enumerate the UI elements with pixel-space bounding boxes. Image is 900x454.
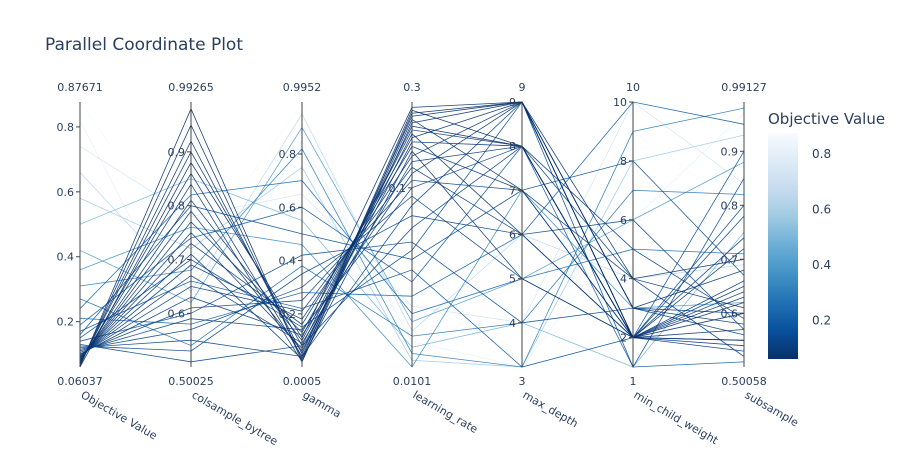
colorbar-tick-label: 0.6 xyxy=(812,203,831,217)
axis-tick-label: 6 xyxy=(620,214,627,227)
colorbar-tick-label: 0.8 xyxy=(812,147,831,161)
colorbar: Objective Value 0.2 0.4 0.6 0.8 xyxy=(768,110,885,359)
axis-title: min_child_weight xyxy=(632,388,721,447)
axis-objective-value[interactable]: 0.87671 0.06037 0.2 0.4 0.6 0.8 Objective Valu… xyxy=(57,81,160,443)
axis-tick-label: 8 xyxy=(620,155,627,168)
axis-colsample-bytree[interactable]: 0.99265 0.50025 0.6 0.7 0.8 0.9 colsample_bytr… xyxy=(168,81,281,448)
axis-tick-label: 0.7 xyxy=(168,253,186,266)
axes: 0.87671 0.06037 0.2 0.4 0.6 0.8 Objective Valu… xyxy=(57,81,801,448)
axis-tick-label: 6 xyxy=(509,229,516,242)
axis-min-label: 0.0005 xyxy=(283,375,322,388)
axis-title: max_depth xyxy=(521,388,581,430)
axis-min-label: 0.50025 xyxy=(168,375,214,388)
axis-tick-label: 0.2 xyxy=(57,316,75,329)
axis-max-label: 0.87671 xyxy=(57,81,103,94)
axis-title: gamma xyxy=(301,388,344,420)
axis-tick-label: 0.4 xyxy=(279,255,297,268)
axis-tick-label: 4 xyxy=(620,273,627,286)
axis-min-label: 1 xyxy=(630,375,637,388)
axis-tick-label: 0.9 xyxy=(721,145,739,158)
colorbar-tick-label: 0.4 xyxy=(812,258,831,272)
axis-max-label: 0.9952 xyxy=(283,81,322,94)
axis-tick-label: 0.8 xyxy=(279,148,297,161)
axis-title: Objective Value xyxy=(79,388,160,442)
axis-min-label: 0.06037 xyxy=(57,375,103,388)
axis-max-label: 10 xyxy=(626,81,640,94)
axis-tick-label: 0.6 xyxy=(721,307,739,320)
axis-min-label: 3 xyxy=(519,375,526,388)
axis-tick-label: 0.8 xyxy=(168,200,186,213)
axis-tick-label: 0.6 xyxy=(279,201,297,214)
chart-title: Parallel Coordinate Plot xyxy=(45,35,243,55)
axis-max-label: 0.99265 xyxy=(168,81,214,94)
axis-tick-label: 8 xyxy=(509,140,516,153)
axis-tick-label: 0.6 xyxy=(57,186,75,199)
axis-title: subsample xyxy=(743,388,801,429)
axis-tick-label: 0.4 xyxy=(57,251,75,264)
axis-tick-label: 0.2 xyxy=(279,308,297,321)
axis-tick-label: 9 xyxy=(509,96,516,109)
colorbar-tick-label: 0.2 xyxy=(812,313,831,327)
axis-title: colsample_bytree xyxy=(190,388,281,448)
colorbar-title: Objective Value xyxy=(768,110,885,128)
axis-min-label: 0.50058 xyxy=(721,375,767,388)
axis-tick-label: 0.1 xyxy=(389,182,407,195)
axis-tick-label: 0.6 xyxy=(168,307,186,320)
axis-max-label: 9 xyxy=(519,81,526,94)
axis-min-label: 0.0101 xyxy=(393,375,432,388)
axis-tick-label: 7 xyxy=(509,184,516,197)
axis-max-label: 0.99127 xyxy=(721,81,767,94)
axis-tick-label: 5 xyxy=(509,273,516,286)
axis-max-label: 0.3 xyxy=(403,81,421,94)
colorbar-gradient xyxy=(768,133,798,359)
axis-tick-label: 4 xyxy=(509,317,516,330)
axis-title: learning_rate xyxy=(411,388,481,436)
axis-tick-label: 0.8 xyxy=(57,121,75,134)
axis-tick-label: 10 xyxy=(613,96,627,109)
axis-tick-label: 0.9 xyxy=(168,146,186,159)
axis-tick-label: 0.8 xyxy=(721,199,739,212)
axis-tick-label: 0.7 xyxy=(721,253,739,266)
axis-tick-label: 2 xyxy=(620,332,627,345)
